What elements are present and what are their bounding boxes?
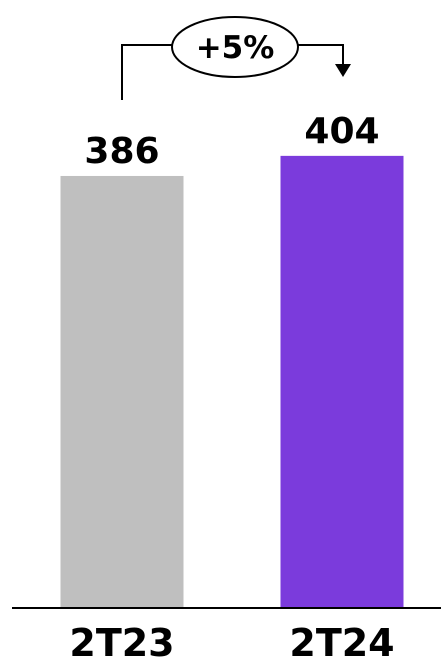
arrow-down-icon	[335, 64, 351, 77]
growth-percent-label: +5%	[196, 30, 275, 66]
x-tick-label-2t24: 2T24	[289, 621, 394, 662]
bar-2t23	[60, 175, 184, 607]
bar-2t24	[280, 155, 404, 607]
x-tick-labels-group: 2T23 2T24	[69, 621, 394, 662]
bars-group	[60, 155, 404, 607]
data-labels-group: 386 404	[84, 111, 379, 172]
data-label-2t23: 386	[84, 131, 159, 172]
x-tick-label-2t23: 2T23	[69, 621, 174, 662]
growth-callout-ellipse	[171, 16, 299, 78]
growth-annotation: +5%	[121, 16, 351, 100]
data-label-2t24: 404	[304, 111, 379, 152]
